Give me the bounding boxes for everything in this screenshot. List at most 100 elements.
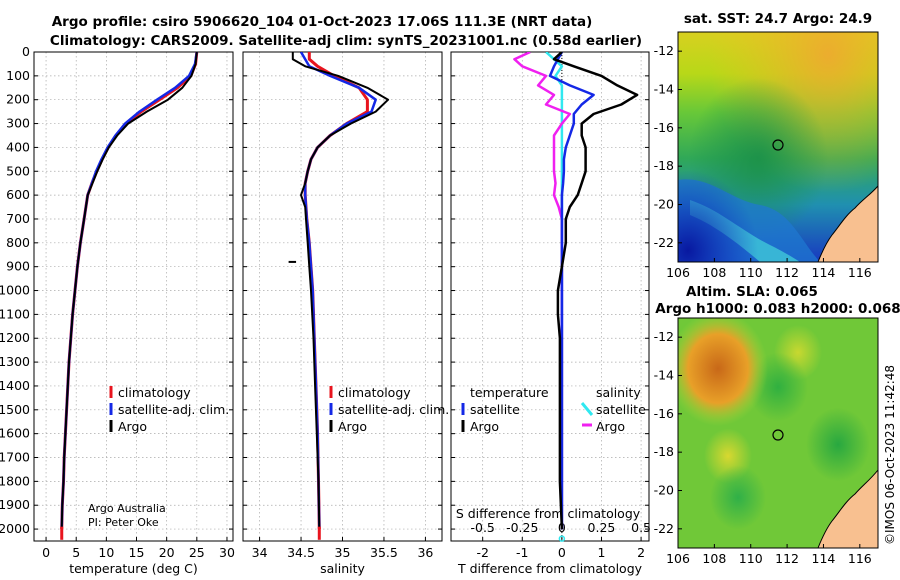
map-lon-label: 110 xyxy=(739,265,763,280)
series-argo xyxy=(60,52,198,530)
depth-tick-label: 1700 xyxy=(0,450,30,465)
x-tick-label: 30 xyxy=(219,545,235,560)
plot-frame xyxy=(33,51,234,542)
x-axis-label: T difference from climatology xyxy=(457,561,643,576)
depth-tick-label: 1900 xyxy=(0,497,30,512)
x-tick-label: 15 xyxy=(129,545,145,560)
x-tick-label: 0 xyxy=(558,545,566,560)
legend-sal-argo: Argo xyxy=(596,419,625,434)
depth-tick-label: 0 xyxy=(22,44,30,59)
x-tick-label: 35 xyxy=(335,545,351,560)
difference-legend: temperature salinity satellite Argo sate… xyxy=(461,385,646,434)
argo-location-marker xyxy=(772,139,784,151)
figure-title-line2: Climatology: CARS2009. Satellite-adj cli… xyxy=(50,33,642,49)
x-tick-label: 34 xyxy=(252,545,268,560)
x-tick-label: 35.5 xyxy=(370,545,398,560)
argo-location-marker xyxy=(772,429,784,441)
depth-tick-label: 1000 xyxy=(0,283,30,298)
map-lon-label: 106 xyxy=(666,265,690,280)
difference-panel: -2 -1 0 1 2T difference from climatology -0.5… xyxy=(450,51,651,576)
depth-tick-label: 1100 xyxy=(0,306,30,321)
depth-tick-label: 700 xyxy=(6,211,30,226)
x-tick-label: -2 xyxy=(476,545,488,560)
sla-map-title-line1: Altim. SLA: 0.065 xyxy=(686,284,818,300)
x-tick-label: 20 xyxy=(159,545,175,560)
map-lon-label: 112 xyxy=(775,551,799,566)
legend-satellite-clim: satellite-adj. clim. xyxy=(118,402,229,417)
map-lat-label: -14 xyxy=(654,368,674,383)
depth-tick-label: 900 xyxy=(6,259,30,274)
salinity-legend: climatology satellite-adj. clim. Argo xyxy=(329,385,449,434)
map-lon-label: 114 xyxy=(812,265,836,280)
map-lat-label: -22 xyxy=(654,235,674,250)
x-axis-label: temperature (deg C) xyxy=(69,561,198,576)
x-tick-label: 34.5 xyxy=(287,545,315,560)
map-lat-label: -14 xyxy=(654,82,674,97)
depth-tick-label: 800 xyxy=(6,235,30,250)
sla-map xyxy=(677,317,879,549)
bottom-marker xyxy=(558,535,566,542)
coastline-land xyxy=(817,468,879,549)
map-lat-label: -16 xyxy=(654,406,674,421)
s-tick-label: 0.25 xyxy=(588,520,616,535)
series-argo xyxy=(291,52,390,530)
depth-tick-label: 1300 xyxy=(0,354,30,369)
x-tick-label: 0 xyxy=(42,545,50,560)
series-temperature-argo xyxy=(552,52,639,530)
legend-climatology: climatology xyxy=(118,385,191,400)
map-lat-label: -16 xyxy=(654,120,674,135)
depth-tick-label: 200 xyxy=(6,92,30,107)
legend-satellite-clim: satellite-adj. clim. xyxy=(338,402,449,417)
legend-temp-argo: Argo xyxy=(470,419,499,434)
x-tick-label: 36 xyxy=(417,545,433,560)
series-temperature-satellite xyxy=(548,52,595,530)
s-tick-label: -0.5 xyxy=(470,520,494,535)
legend-argo: Argo xyxy=(338,419,367,434)
depth-tick-label: 1800 xyxy=(0,473,30,488)
depth-tick-label: 300 xyxy=(6,116,30,131)
sla-map-axes: 106 108 110 112 114 116 -12 -14 -16 -18 -20 -22 xyxy=(654,329,872,566)
depth-tick-label: 600 xyxy=(6,187,30,202)
map-lon-label: 108 xyxy=(702,265,726,280)
map-lat-label: -18 xyxy=(654,444,674,459)
depth-tick-label: 1600 xyxy=(0,426,30,441)
map-lat-label: -12 xyxy=(654,43,674,58)
legend-sal-satellite: satellite xyxy=(596,402,646,417)
sst-map-axes: 106 108 110 112 114 116 -12 -14 -16 -18 -20 -22 xyxy=(654,43,872,280)
legend-argo: Argo xyxy=(118,419,147,434)
depth-tick-label: 2000 xyxy=(0,521,30,536)
x-axis-label: salinity xyxy=(320,561,365,576)
legend-temperature-title: temperature xyxy=(470,385,549,400)
plot-frame xyxy=(450,51,650,542)
map-lon-label: 110 xyxy=(739,551,763,566)
depth-tick-label: 1200 xyxy=(0,330,30,345)
map-lat-label: -12 xyxy=(654,329,674,344)
map-lon-label: 108 xyxy=(702,551,726,566)
x-tick-label: -1 xyxy=(516,545,528,560)
x-tick-label: 5 xyxy=(72,545,80,560)
map-lon-label: 116 xyxy=(848,551,872,566)
sla-map-title-line2: Argo h1000: 0.083 h2000: 0.068 xyxy=(655,301,900,317)
map-lat-label: -22 xyxy=(654,521,674,536)
legend-climatology: climatology xyxy=(338,385,411,400)
temperature-panel: 0100200300400500600700800900100011001200… xyxy=(0,44,235,576)
sst-map-title: sat. SST: 24.7 Argo: 24.9 xyxy=(684,11,872,27)
coastline-land xyxy=(817,184,879,263)
imos-timestamp: ©IMOS 06-Oct-2023 11:42:48 xyxy=(883,365,897,545)
temperature-legend: climatology satellite-adj. clim. Argo xyxy=(109,385,229,434)
credit-institution: Argo Australia xyxy=(88,502,166,515)
figure-title-line1: Argo profile: csiro 5906620_104 01-Oct-2… xyxy=(52,14,593,30)
map-lon-label: 116 xyxy=(848,265,872,280)
depth-tick-label: 1500 xyxy=(0,402,30,417)
depth-tick-label: 500 xyxy=(6,163,30,178)
s-tick-label: 0.5 xyxy=(631,520,651,535)
depth-tick-label: 1400 xyxy=(0,378,30,393)
s-difference-axis-label: S difference from climatology xyxy=(456,506,641,521)
map-lon-label: 112 xyxy=(775,265,799,280)
legend-salinity-title: salinity xyxy=(596,385,641,400)
depth-tick-label: 400 xyxy=(6,139,30,154)
map-lat-label: -20 xyxy=(654,197,674,212)
s-tick-label: -0.25 xyxy=(506,520,538,535)
sst-map xyxy=(677,31,879,263)
